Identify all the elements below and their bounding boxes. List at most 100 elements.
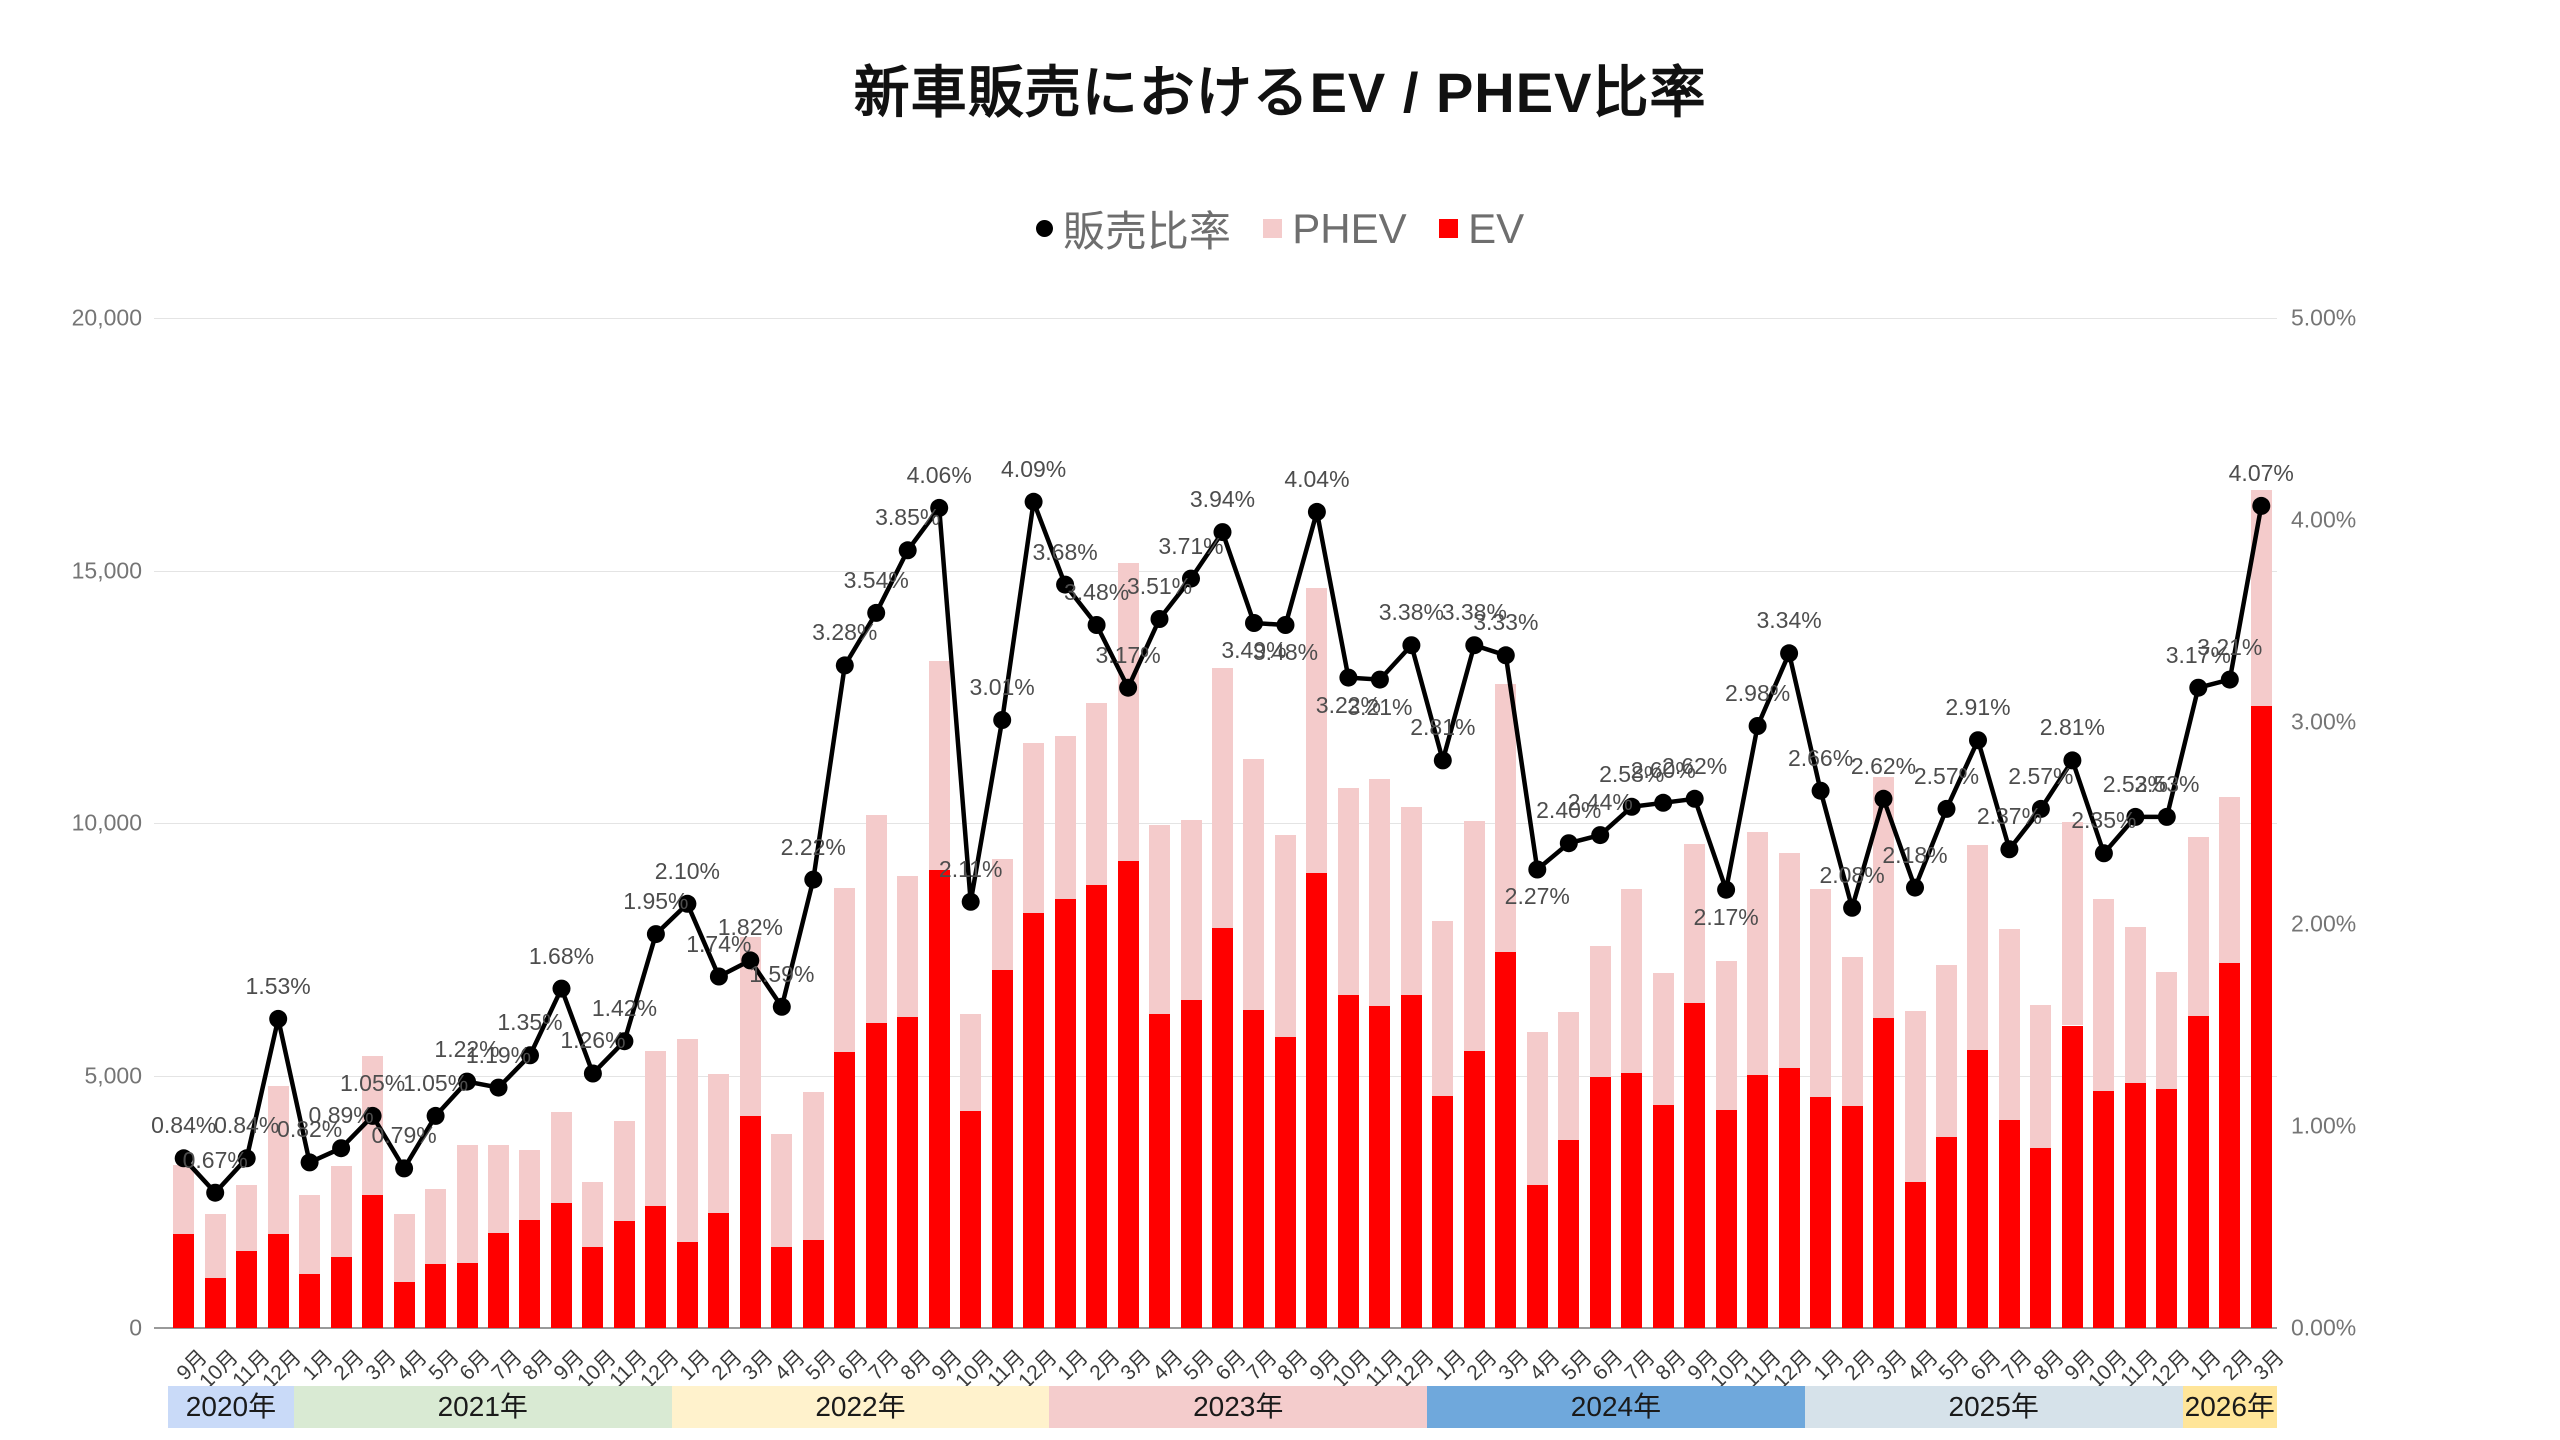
ratio-point[interactable] — [1087, 616, 1106, 634]
phev-bar-segment[interactable] — [519, 1150, 541, 1221]
ev-bar-segment[interactable] — [1810, 1097, 1832, 1328]
ratio-point[interactable] — [772, 997, 791, 1016]
ratio-point[interactable] — [1370, 670, 1389, 689]
phev-bar-segment[interactable] — [2030, 1005, 2052, 1148]
phev-bar-segment[interactable] — [1747, 832, 1769, 1075]
ratio-point[interactable] — [2000, 840, 2019, 859]
ratio-point[interactable] — [1717, 880, 1736, 899]
phev-bar-segment[interactable] — [1589, 945, 1611, 1077]
phev-bar-segment[interactable] — [582, 1182, 604, 1247]
phev-bar-segment[interactable] — [488, 1145, 509, 1233]
phev-bar-segment[interactable] — [2156, 971, 2178, 1089]
ev-bar-segment[interactable] — [1558, 1139, 1580, 1328]
phev-bar-segment[interactable] — [1652, 973, 1674, 1106]
phev-bar-segment[interactable] — [1306, 588, 1328, 873]
ratio-point[interactable] — [804, 870, 823, 889]
ratio-point[interactable] — [489, 1078, 508, 1097]
legend-item-ev[interactable]: EV — [1439, 205, 1524, 253]
ev-bar-segment[interactable] — [991, 970, 1013, 1328]
ratio-point[interactable] — [678, 894, 697, 913]
ev-bar-segment[interactable] — [1463, 1051, 1485, 1328]
phev-bar-segment[interactable] — [1117, 563, 1139, 861]
ev-bar-segment[interactable] — [2219, 962, 2241, 1328]
phev-bar-segment[interactable] — [1054, 735, 1076, 899]
ev-bar-segment[interactable] — [236, 1250, 258, 1328]
ev-bar-segment[interactable] — [1652, 1105, 1674, 1328]
ev-bar-segment[interactable] — [834, 1052, 856, 1328]
ev-bar-segment[interactable] — [2061, 1025, 2083, 1328]
phev-bar-segment[interactable] — [267, 1085, 289, 1234]
ev-bar-segment[interactable] — [1495, 952, 1517, 1328]
ratio-point[interactable] — [363, 1106, 382, 1125]
ev-bar-segment[interactable] — [1054, 898, 1076, 1328]
ev-bar-segment[interactable] — [1841, 1106, 1863, 1328]
ratio-point[interactable] — [1591, 826, 1610, 845]
ratio-point[interactable] — [458, 1072, 476, 1091]
ev-bar-segment[interactable] — [173, 1233, 195, 1328]
ratio-point[interactable] — [1339, 668, 1358, 687]
ratio-point[interactable] — [993, 711, 1012, 729]
ratio-point[interactable] — [1496, 646, 1515, 665]
ev-bar-segment[interactable] — [1526, 1184, 1548, 1328]
ratio-point[interactable] — [1685, 789, 1704, 808]
phev-bar-segment[interactable] — [330, 1166, 352, 1257]
phev-bar-segment[interactable] — [1810, 888, 1832, 1098]
ratio-point[interactable] — [646, 925, 665, 944]
ratio-point[interactable] — [1654, 793, 1673, 812]
ratio-point[interactable] — [2063, 751, 2082, 770]
ev-bar-segment[interactable] — [1274, 1036, 1296, 1328]
phev-bar-segment[interactable] — [1841, 956, 1863, 1107]
ratio-point[interactable] — [237, 1149, 256, 1168]
phev-bar-segment[interactable] — [708, 1073, 730, 1214]
phev-bar-segment[interactable] — [1400, 807, 1422, 995]
ev-bar-segment[interactable] — [1149, 1014, 1171, 1328]
ev-bar-segment[interactable] — [928, 869, 950, 1328]
phev-bar-segment[interactable] — [645, 1051, 667, 1207]
phev-bar-segment[interactable] — [1495, 683, 1517, 953]
ev-bar-segment[interactable] — [393, 1281, 415, 1328]
ev-bar-segment[interactable] — [204, 1277, 226, 1328]
ev-bar-segment[interactable] — [1023, 913, 1045, 1328]
ratio-point[interactable] — [1969, 731, 1987, 750]
ratio-point[interactable] — [930, 498, 949, 517]
phev-bar-segment[interactable] — [550, 1111, 572, 1203]
phev-bar-segment[interactable] — [1243, 758, 1265, 1011]
ev-bar-segment[interactable] — [2030, 1147, 2052, 1328]
phev-bar-segment[interactable] — [1432, 921, 1454, 1096]
ratio-point[interactable] — [206, 1183, 225, 1202]
phev-bar-segment[interactable] — [1558, 1012, 1580, 1140]
ratio-point[interactable] — [1056, 575, 1075, 594]
ev-bar-segment[interactable] — [488, 1232, 509, 1328]
ev-bar-segment[interactable] — [456, 1263, 478, 1328]
phev-bar-segment[interactable] — [1621, 888, 1643, 1073]
ratio-point[interactable] — [961, 892, 980, 911]
ev-bar-segment[interactable] — [739, 1115, 761, 1328]
phev-bar-segment[interactable] — [236, 1184, 258, 1251]
phev-bar-segment[interactable] — [299, 1194, 321, 1275]
ev-bar-segment[interactable] — [645, 1206, 667, 1328]
ratio-point[interactable] — [615, 1032, 634, 1051]
ev-bar-segment[interactable] — [1621, 1072, 1643, 1328]
legend-item-ratio[interactable]: 販売比率 — [1035, 198, 1231, 259]
ev-bar-segment[interactable] — [1337, 994, 1359, 1328]
ev-bar-segment[interactable] — [1212, 928, 1233, 1328]
ratio-point[interactable] — [1276, 616, 1295, 634]
ratio-point[interactable] — [1528, 860, 1547, 879]
ev-bar-segment[interactable] — [708, 1213, 730, 1328]
ratio-point[interactable] — [521, 1046, 539, 1065]
phev-bar-segment[interactable] — [1149, 825, 1171, 1015]
ratio-point[interactable] — [1119, 678, 1138, 697]
ratio-point[interactable] — [1937, 799, 1956, 818]
ev-bar-segment[interactable] — [865, 1022, 887, 1328]
ratio-point[interactable] — [583, 1064, 602, 1083]
ratio-point[interactable] — [2126, 807, 2145, 826]
ratio-point[interactable] — [552, 979, 571, 998]
phev-bar-segment[interactable] — [676, 1038, 698, 1243]
ratio-point[interactable] — [1748, 717, 1767, 735]
phev-bar-segment[interactable] — [204, 1214, 226, 1278]
phev-bar-segment[interactable] — [928, 661, 950, 870]
ratio-point[interactable] — [300, 1153, 319, 1172]
ratio-point[interactable] — [898, 541, 917, 560]
ev-bar-segment[interactable] — [1715, 1109, 1737, 1328]
ev-bar-segment[interactable] — [802, 1240, 824, 1328]
